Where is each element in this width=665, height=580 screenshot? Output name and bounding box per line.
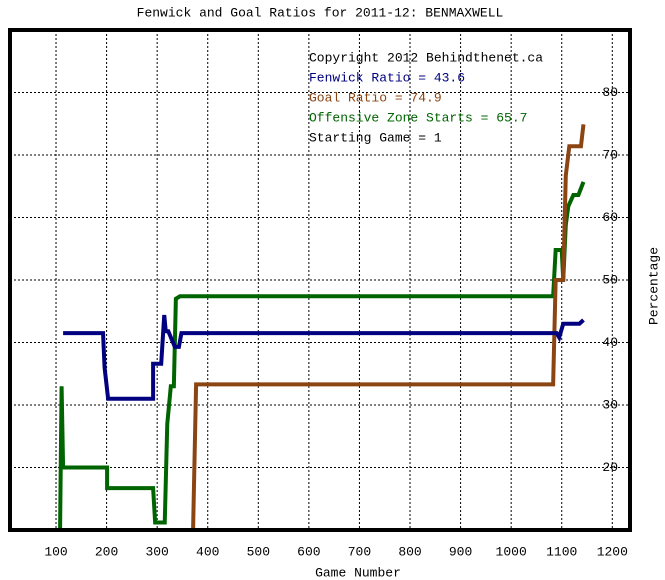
annotation: Copyright 2012 Behindthenet.ca: [309, 50, 543, 65]
x-tick-label: 700: [348, 544, 371, 559]
x-tick-label: 900: [449, 544, 472, 559]
x-tick-label: 1100: [546, 544, 577, 559]
x-tick-label: 500: [247, 544, 270, 559]
x-axis-label: Game Number: [315, 565, 401, 580]
x-tick-label: 400: [196, 544, 219, 559]
y-tick-label: 60: [602, 210, 618, 225]
y-tick-label: 20: [602, 460, 618, 475]
x-tick-label: 1000: [496, 544, 527, 559]
y-tick-label: 30: [602, 397, 618, 412]
y-tick-label: 50: [602, 272, 618, 287]
annotation: Offensive Zone Starts = 65.7: [309, 110, 527, 125]
x-tick-label: 200: [95, 544, 118, 559]
y-tick-label: 70: [602, 147, 618, 162]
annotation: Starting Game = 1: [309, 130, 442, 145]
x-tick-label: 600: [297, 544, 320, 559]
x-tick-label: 1200: [597, 544, 628, 559]
data-line: [58, 181, 586, 531]
y-tick-label: 80: [602, 85, 618, 100]
y-tick-label: 40: [602, 335, 618, 350]
x-tick-label: 100: [44, 544, 67, 559]
y-axis-label: Percentage: [646, 247, 661, 325]
plot-border: [8, 28, 632, 532]
grid: [10, 30, 630, 530]
x-tick-label: 300: [145, 544, 168, 559]
labels: 100 200 300 400 500 600 700 800 900 1000 1100 1200 2…: [44, 50, 628, 559]
annotation: Goal Ratio = 74.9: [309, 90, 442, 105]
chart-title: Fenwick and Goal Ratios for 2011-12: BEN…: [137, 5, 504, 20]
data-line: [191, 124, 586, 531]
x-tick-label: 800: [398, 544, 421, 559]
data-line: [63, 314, 585, 401]
annotation: Fenwick Ratio = 43.6: [309, 70, 465, 85]
lines: [58, 124, 586, 531]
